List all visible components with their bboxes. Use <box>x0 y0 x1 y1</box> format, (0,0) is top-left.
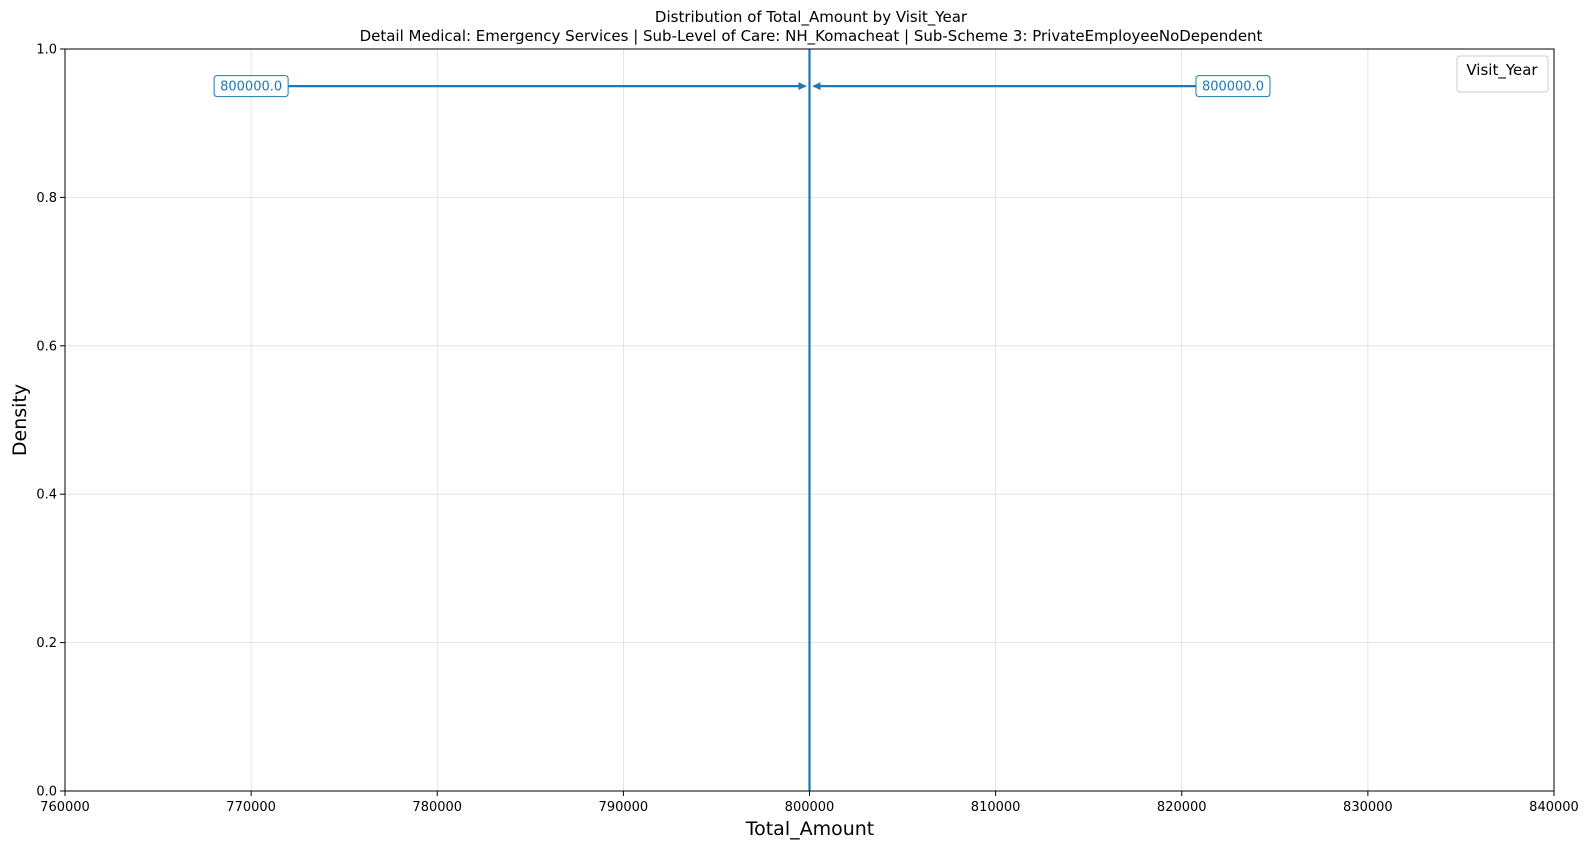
legend-title: Visit_Year <box>1466 61 1538 80</box>
y-tick-label: 0.8 <box>36 191 57 206</box>
y-tick-label: 0.0 <box>36 785 57 800</box>
y-tick-label: 0.6 <box>36 339 57 354</box>
x-tick-label: 830000 <box>1343 800 1393 815</box>
annotation-label-right: 800000.0 <box>1202 80 1264 95</box>
annotation-label-left: 800000.0 <box>220 80 282 95</box>
chart-subtitle: Detail Medical: Emergency Services | Sub… <box>360 27 1263 46</box>
x-tick-label: 770000 <box>226 800 276 815</box>
x-tick-label: 790000 <box>599 800 649 815</box>
legend-box <box>1456 55 1549 93</box>
x-axis-ticks: 760000 770000 780000 790000 800000 810000 8200… <box>40 791 1579 815</box>
y-tick-label: 0.4 <box>36 488 57 503</box>
x-tick-label: 840000 <box>1529 800 1579 815</box>
x-tick-label: 760000 <box>40 800 90 815</box>
y-axis-label: Density <box>9 384 31 456</box>
annotation-box-right <box>1195 75 1271 98</box>
annotation-box-left <box>213 75 289 98</box>
chart-title: Distribution of Total_Amount by Visit_Ye… <box>655 8 968 27</box>
y-tick-label: 1.0 <box>36 43 57 58</box>
x-axis-label: Total_Amount <box>745 818 875 840</box>
annotation-layer: 800000.0 800000.0 <box>213 75 1271 98</box>
x-tick-label: 800000 <box>785 800 835 815</box>
x-tick-label: 820000 <box>1157 800 1207 815</box>
x-tick-label: 810000 <box>971 800 1021 815</box>
y-tick-label: 0.2 <box>36 636 57 651</box>
x-tick-label: 780000 <box>412 800 462 815</box>
legend: Visit_Year <box>1456 55 1549 93</box>
y-axis-ticks: 0.0 0.2 0.4 0.6 0.8 1.0 <box>36 43 65 800</box>
